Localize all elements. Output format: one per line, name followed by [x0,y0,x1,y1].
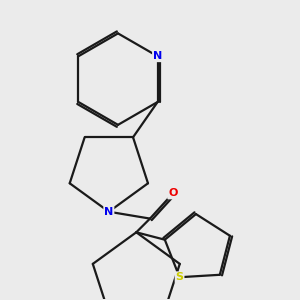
Text: N: N [153,51,162,61]
Text: N: N [104,207,113,217]
Text: S: S [176,272,184,282]
Text: O: O [168,188,178,198]
